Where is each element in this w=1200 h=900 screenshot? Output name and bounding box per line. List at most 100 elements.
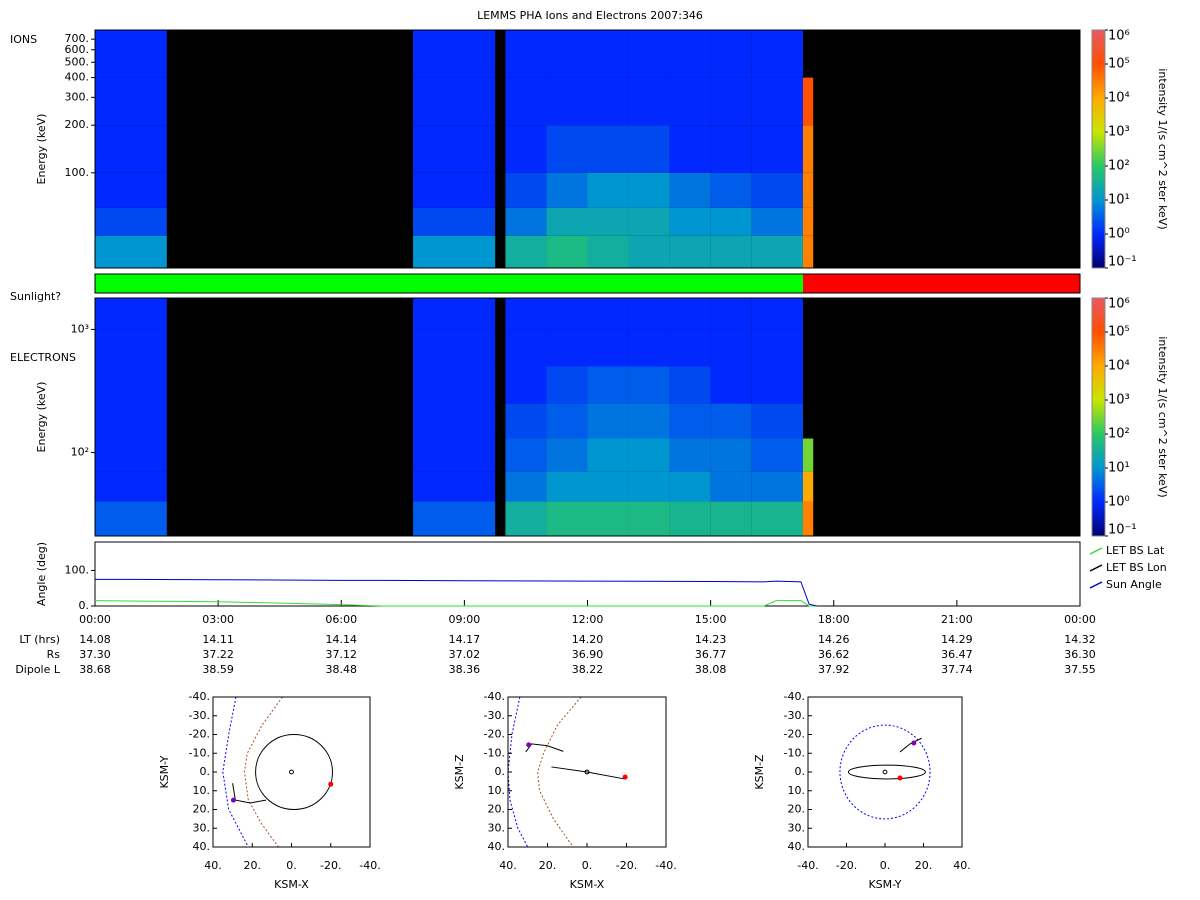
state-segment: [802, 274, 1080, 293]
y-tick-label: 40.: [488, 840, 506, 853]
heatmap-cell: [505, 403, 547, 439]
colorbar-tick-label: 10²: [1108, 159, 1130, 174]
heatmap-cell: [751, 471, 803, 502]
ephemeris-cell: 38.48: [326, 663, 358, 676]
boundary-line: [508, 697, 529, 847]
ephemeris-cell: 37.12: [326, 648, 358, 661]
x-tick-label: -40.: [359, 859, 380, 872]
heatmap-cell: [95, 125, 167, 173]
y-axis-label: Energy (keV): [35, 114, 48, 185]
y-tick-label: 10³: [71, 322, 89, 335]
legend-label: LET BS Lon: [1106, 561, 1167, 574]
heatmap-cell: [628, 438, 670, 472]
heatmap-cell: [413, 366, 496, 404]
plot-area: [508, 697, 628, 847]
heatmap-cell: [751, 77, 803, 126]
ephemeris-cell: 38.59: [202, 663, 234, 676]
ephemeris-cell: 36.90: [572, 648, 604, 661]
y-tick-label: 0.: [79, 599, 90, 612]
y-tick-label: 20.: [788, 803, 806, 816]
y-tick-label: -20.: [484, 728, 505, 741]
ephemeris-cell: 37.74: [941, 663, 973, 676]
heatmap-cell: [710, 172, 752, 208]
y-tick-label: -40.: [484, 690, 505, 703]
heatmap-cell: [628, 471, 670, 502]
y-tick-label: 0.: [200, 765, 211, 778]
y-tick-label: -40.: [784, 690, 805, 703]
y-tick-label: -10.: [189, 746, 210, 759]
heatmap-cell: [628, 30, 670, 78]
x-tick-label: 03:00: [202, 613, 234, 626]
y-tick-label: -30.: [784, 709, 805, 722]
heatmap-cell: [546, 30, 588, 78]
heatmap-cell: [587, 77, 629, 126]
plot-area: [222, 697, 334, 847]
heatmap-cell: [95, 329, 167, 367]
position-marker: [897, 775, 903, 781]
heatmap-cell: [413, 235, 496, 268]
heatmap-cell: [710, 471, 752, 502]
heatmap-cell: [95, 172, 167, 208]
x-tick-label: 20.: [244, 859, 262, 872]
colorbar-tick-label: 10⁻¹: [1108, 523, 1137, 538]
y-tick-label: 300.: [65, 90, 90, 103]
x-tick-label: 0.: [286, 859, 297, 872]
plot-area: [839, 724, 931, 820]
heatmap-cell: [710, 329, 752, 367]
heatmap-cell: [546, 172, 588, 208]
heatmap-cell: [546, 501, 588, 536]
heatmap-cell: [669, 77, 711, 126]
ephemeris-cell: 36.30: [1064, 648, 1096, 661]
heatmap-cell: [546, 438, 588, 472]
heatmap-cell: [751, 501, 803, 536]
heatmap-cell: [710, 366, 752, 404]
heatmap-cell: [669, 172, 711, 208]
heatmap-cell: [505, 298, 547, 330]
orbit-circle: [255, 734, 334, 810]
ephemeris-cell: 37.22: [202, 648, 234, 661]
y-tick-label: -20.: [189, 728, 210, 741]
plot-frame: [94, 29, 1081, 269]
boundary-line: [222, 697, 249, 847]
heatmap-cell: [751, 125, 803, 173]
heatmap-cell: [669, 329, 711, 367]
heatmap-cell: [587, 438, 629, 472]
y-axis-label: KSM-Z: [453, 754, 466, 790]
position-marker: [622, 774, 628, 780]
y-tick-label: 0.: [495, 765, 506, 778]
heatmap-cell: [669, 298, 711, 330]
y-axis-label: KSM-Z: [753, 754, 766, 790]
y-tick-label: 20.: [193, 803, 211, 816]
heatmap-cell: [505, 471, 547, 502]
ephemeris-cell: 37.02: [449, 648, 481, 661]
heatmap-cell: [802, 125, 814, 173]
trajectory: [525, 743, 564, 753]
heatmap-cell: [751, 438, 803, 472]
position-marker: [328, 781, 334, 787]
heatmap-cell: [505, 501, 547, 536]
heatmap-cell: [505, 438, 547, 472]
heatmap-cell: [802, 438, 814, 472]
ephemeris-cell: 14.26: [818, 633, 850, 646]
orbit-circle: [289, 769, 294, 775]
colorbar: [1091, 297, 1106, 537]
legend-label: LET BS Lat: [1106, 544, 1165, 557]
colorbar-tick-label: 10⁰: [1108, 227, 1130, 242]
series-line: [94, 578, 818, 607]
heatmap-cell: [802, 207, 814, 236]
ephemeris-cell: 14.32: [1064, 633, 1096, 646]
orbit-circle: [839, 724, 931, 820]
heatmap-cell: [413, 298, 496, 330]
y-axis-label: Energy (keV): [35, 382, 48, 453]
x-tick-label: 21:00: [941, 613, 973, 626]
heatmap-cell: [710, 77, 752, 126]
x-tick-label: -40.: [655, 859, 676, 872]
ephemeris-cell: 37.55: [1064, 663, 1096, 676]
ephemeris-label: Dipole L: [15, 663, 61, 676]
x-tick-label: 40.: [499, 859, 517, 872]
heatmap-cell: [669, 125, 711, 173]
legend-swatch: [1089, 581, 1103, 589]
x-tick-label: -20.: [616, 859, 637, 872]
heatmap-cell: [95, 207, 167, 236]
ephemeris-cell: 14.17: [449, 633, 481, 646]
